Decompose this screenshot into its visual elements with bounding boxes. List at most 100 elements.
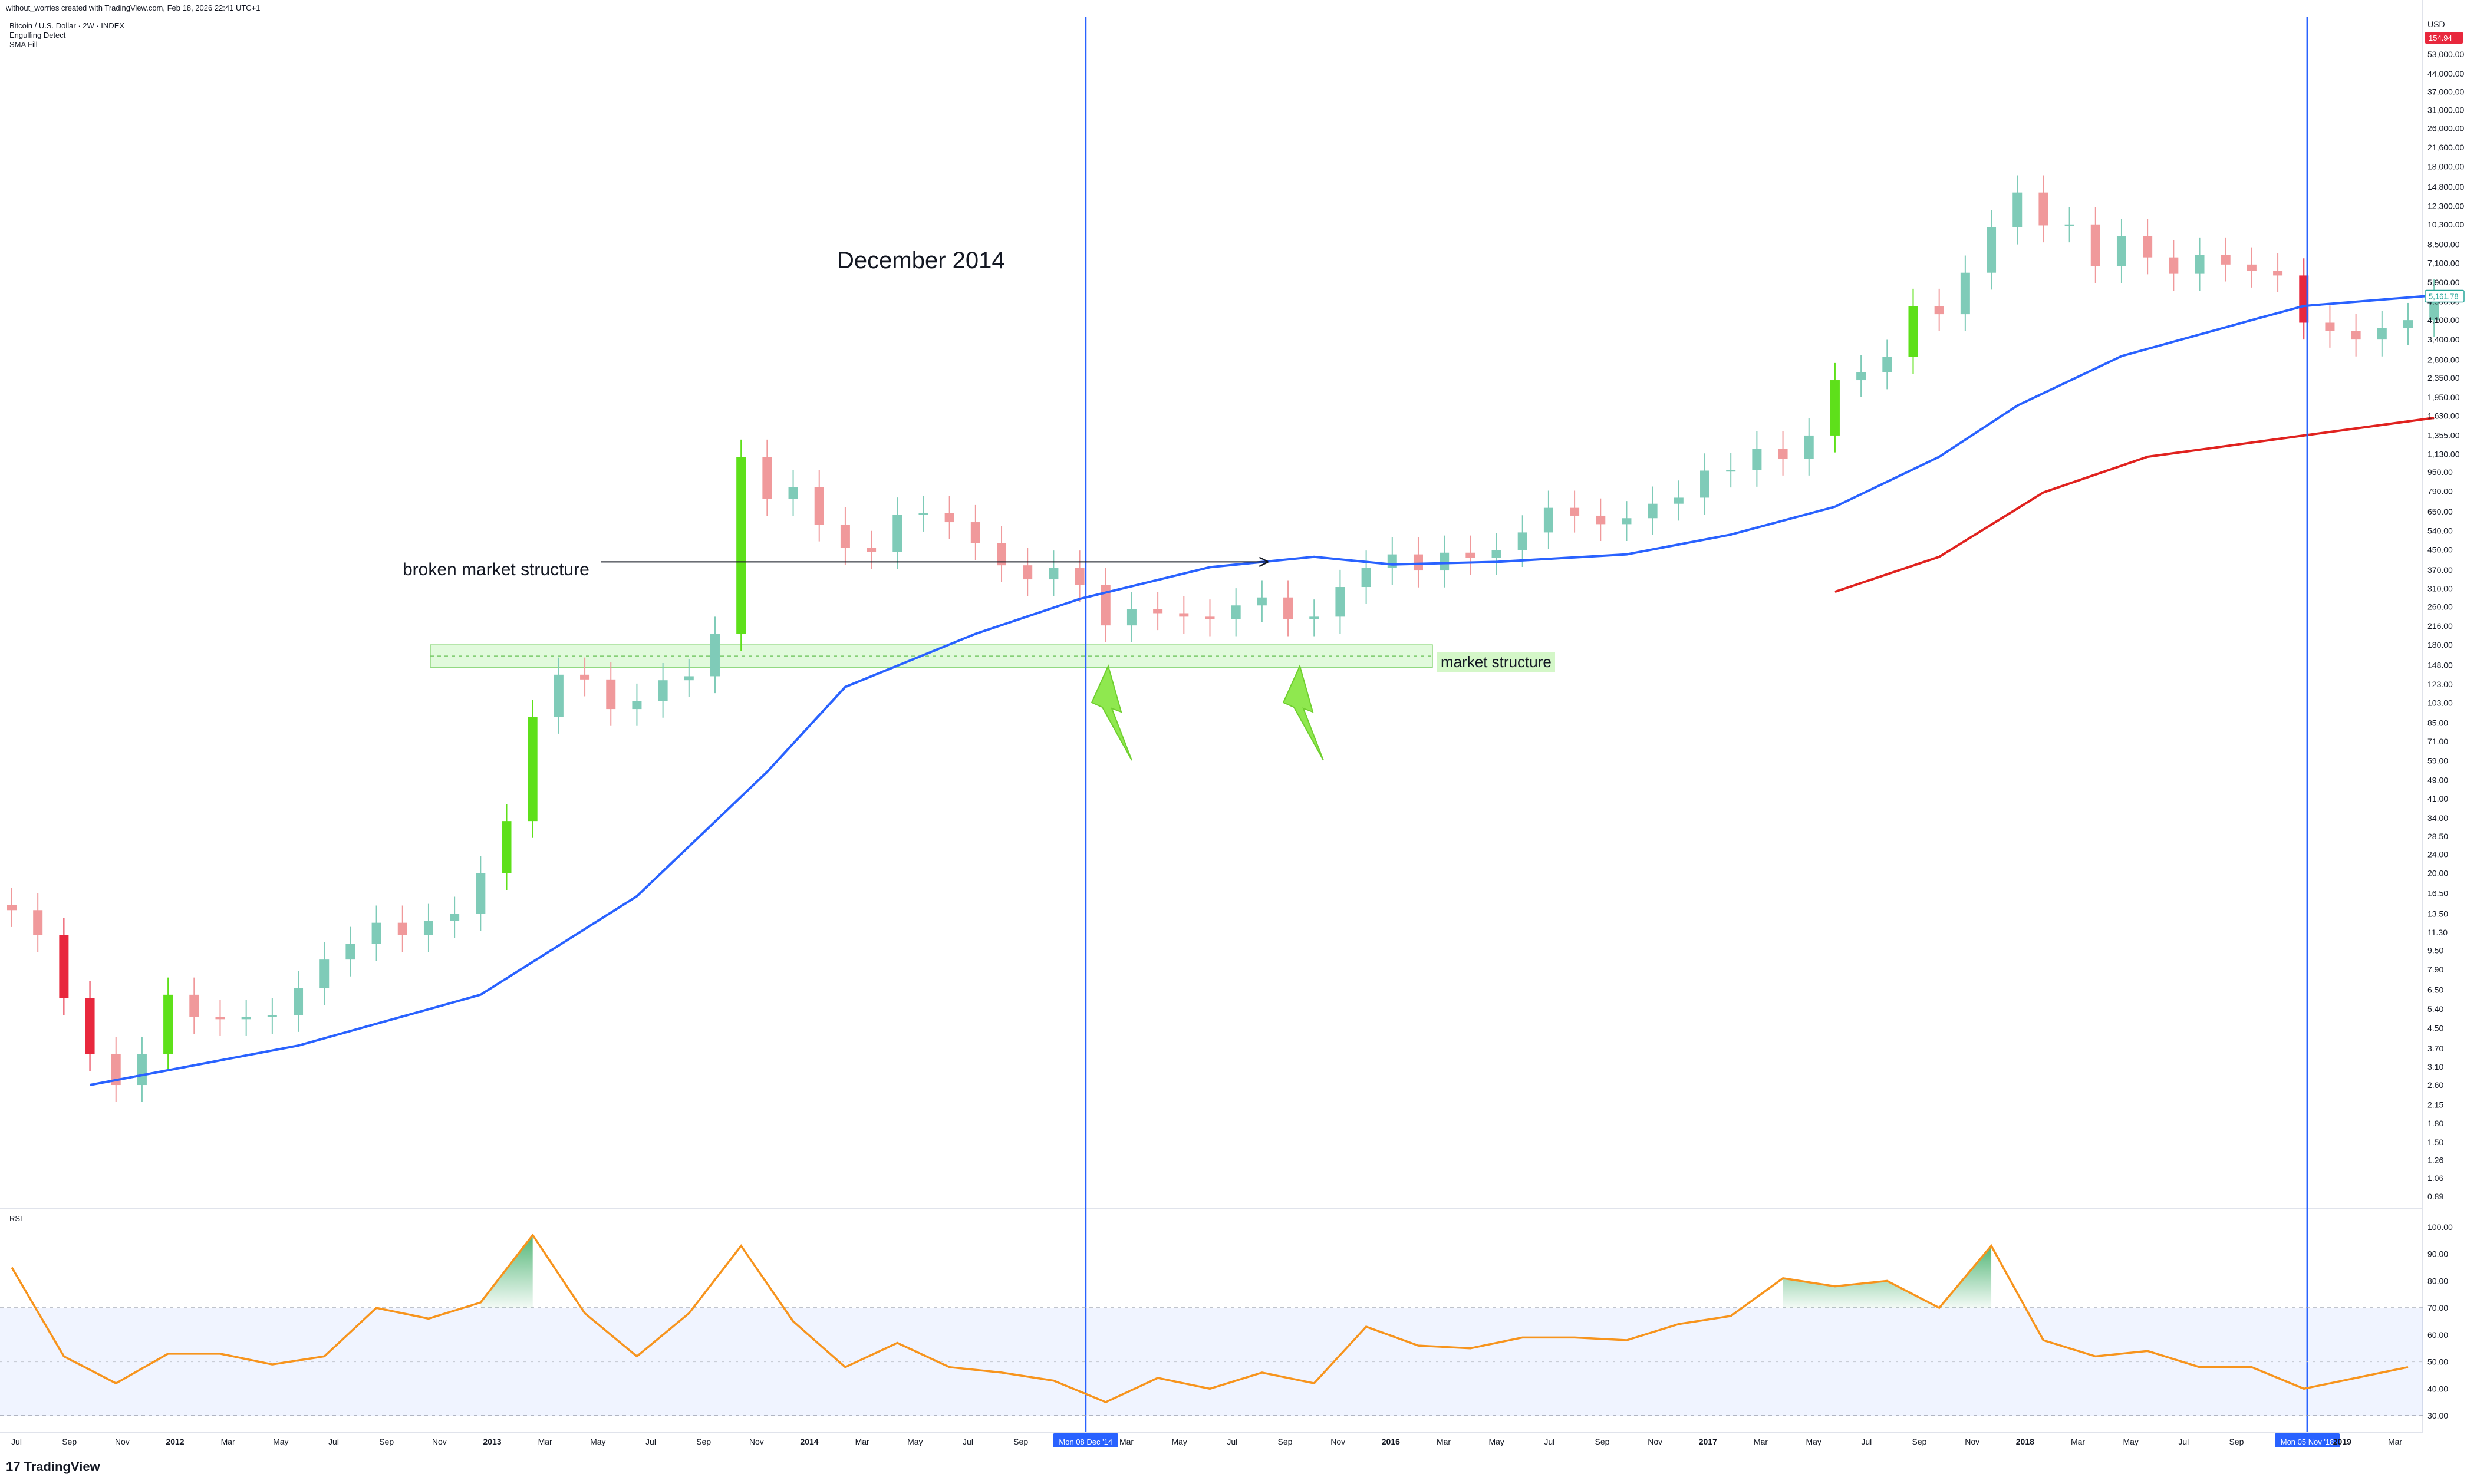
candle bbox=[397, 922, 407, 935]
candle bbox=[2143, 236, 2153, 258]
price-tick: 1,630.00 bbox=[2427, 411, 2460, 421]
price-tick: 11.30 bbox=[2427, 928, 2448, 937]
candle bbox=[1179, 613, 1189, 617]
candle bbox=[502, 821, 512, 873]
candle bbox=[2351, 331, 2361, 340]
time-tick: Nov bbox=[1965, 1437, 1979, 1446]
current-price-badge bbox=[2425, 32, 2463, 44]
rsi-tick: 100.00 bbox=[2427, 1222, 2453, 1232]
candle bbox=[1153, 609, 1163, 614]
price-tick: 310.00 bbox=[2427, 583, 2453, 593]
price-tick: 2.15 bbox=[2427, 1100, 2443, 1110]
rsi-tick: 30.00 bbox=[2427, 1411, 2448, 1420]
rsi-tick: 90.00 bbox=[2427, 1249, 2448, 1259]
candle bbox=[450, 914, 460, 921]
legend-symbol[interactable]: Bitcoin / U.S. Dollar · 2W · INDEX bbox=[9, 21, 125, 30]
price-tick: 0.89 bbox=[2427, 1192, 2443, 1201]
candle bbox=[1856, 372, 1866, 381]
candle bbox=[1987, 227, 1997, 273]
time-tick: May bbox=[1171, 1437, 1187, 1446]
price-tick: 31,000.00 bbox=[2427, 105, 2464, 115]
price-tick: 3.10 bbox=[2427, 1062, 2443, 1071]
candle bbox=[1908, 306, 1918, 357]
price-tick: 2,350.00 bbox=[2427, 373, 2460, 382]
annotation-market-structure: market structure bbox=[1437, 652, 1555, 672]
time-tick: May bbox=[590, 1437, 605, 1446]
candle bbox=[918, 513, 928, 515]
price-tick: 53,000.00 bbox=[2427, 50, 2464, 59]
price-tick: 260.00 bbox=[2427, 602, 2453, 611]
price-tick: 1.80 bbox=[2427, 1119, 2443, 1128]
price-tick: 1.50 bbox=[2427, 1137, 2443, 1147]
rsi-overbought-fill bbox=[1783, 1246, 1992, 1308]
candle bbox=[33, 910, 43, 935]
price-tick: 148.00 bbox=[2427, 661, 2453, 670]
rsi-tick: 80.00 bbox=[2427, 1276, 2448, 1285]
chart-credit: without_worries created with TradingView… bbox=[6, 4, 261, 12]
price-tick: 1,950.00 bbox=[2427, 393, 2460, 402]
market-structure-zone-layer bbox=[430, 644, 1433, 668]
candle bbox=[1622, 518, 1632, 525]
price-tick: 8,500.00 bbox=[2427, 240, 2460, 249]
candle bbox=[606, 679, 616, 710]
price-tick: 1.06 bbox=[2427, 1173, 2443, 1183]
price-tick: 123.00 bbox=[2427, 680, 2453, 689]
candle bbox=[1700, 470, 1710, 498]
rsi-layer bbox=[0, 1233, 2423, 1416]
candle bbox=[2064, 224, 2074, 226]
time-tick: Nov bbox=[749, 1437, 764, 1446]
candle bbox=[1387, 554, 1397, 568]
candle bbox=[658, 680, 668, 701]
time-tick: Mar bbox=[221, 1437, 235, 1446]
candle bbox=[476, 873, 486, 914]
candle bbox=[1882, 357, 1892, 372]
annotation-december-2014: December 2014 bbox=[837, 248, 1005, 273]
price-tick: 5.40 bbox=[2427, 1004, 2443, 1014]
legend-indicator-engulfing[interactable]: Engulfing Detect bbox=[9, 31, 66, 39]
candle bbox=[2273, 271, 2283, 276]
candle bbox=[215, 1017, 225, 1020]
candle bbox=[2299, 275, 2309, 323]
price-tick: 790.00 bbox=[2427, 486, 2453, 496]
candle bbox=[997, 543, 1007, 566]
candle bbox=[1804, 435, 1814, 459]
candle bbox=[1413, 554, 1423, 571]
candle bbox=[371, 922, 381, 944]
candle bbox=[2247, 264, 2257, 271]
time-tick: 2012 bbox=[166, 1437, 184, 1446]
price-tick: 1,355.00 bbox=[2427, 430, 2460, 440]
price-tick: 180.00 bbox=[2427, 640, 2453, 649]
legend-indicator-sma-fill[interactable]: SMA Fill bbox=[9, 40, 38, 49]
price-tick: 37,000.00 bbox=[2427, 87, 2464, 96]
candle bbox=[1205, 616, 1215, 619]
price-tick: 28.50 bbox=[2427, 832, 2448, 841]
price-tick: 18,000.00 bbox=[2427, 161, 2464, 171]
time-tick: 2019 bbox=[2333, 1437, 2351, 1446]
candle bbox=[111, 1054, 121, 1086]
candle bbox=[7, 905, 17, 911]
time-tick: Mar bbox=[855, 1437, 869, 1446]
time-tick: Jul bbox=[11, 1437, 22, 1446]
candle bbox=[710, 634, 720, 677]
time-tick: Sep bbox=[696, 1437, 711, 1446]
price-tick: 1,130.00 bbox=[2427, 449, 2460, 459]
marker-badge-dec-2014 bbox=[1053, 1433, 1118, 1447]
time-tick: Mar bbox=[1119, 1437, 1134, 1446]
price-tag-badge bbox=[2425, 289, 2465, 303]
time-tick: Nov bbox=[115, 1437, 130, 1446]
time-tick: Nov bbox=[1330, 1437, 1345, 1446]
sma-red-line bbox=[1834, 417, 2435, 593]
time-tick: 2013 bbox=[483, 1437, 501, 1446]
candle bbox=[294, 988, 304, 1015]
time-tick: May bbox=[907, 1437, 923, 1446]
candle bbox=[1257, 597, 1267, 606]
price-tick: 24.00 bbox=[2427, 849, 2448, 859]
footer-branding[interactable]: 17 TradingView bbox=[6, 1459, 100, 1475]
time-tick: Jul bbox=[328, 1437, 339, 1446]
price-tick: 2,800.00 bbox=[2427, 355, 2460, 364]
legend: Bitcoin / U.S. Dollar · 2W · INDEX Engul… bbox=[9, 21, 124, 50]
rsi-pane-label[interactable]: RSI bbox=[9, 1214, 22, 1223]
candle bbox=[1101, 585, 1111, 626]
time-tick: Mar bbox=[538, 1437, 552, 1446]
